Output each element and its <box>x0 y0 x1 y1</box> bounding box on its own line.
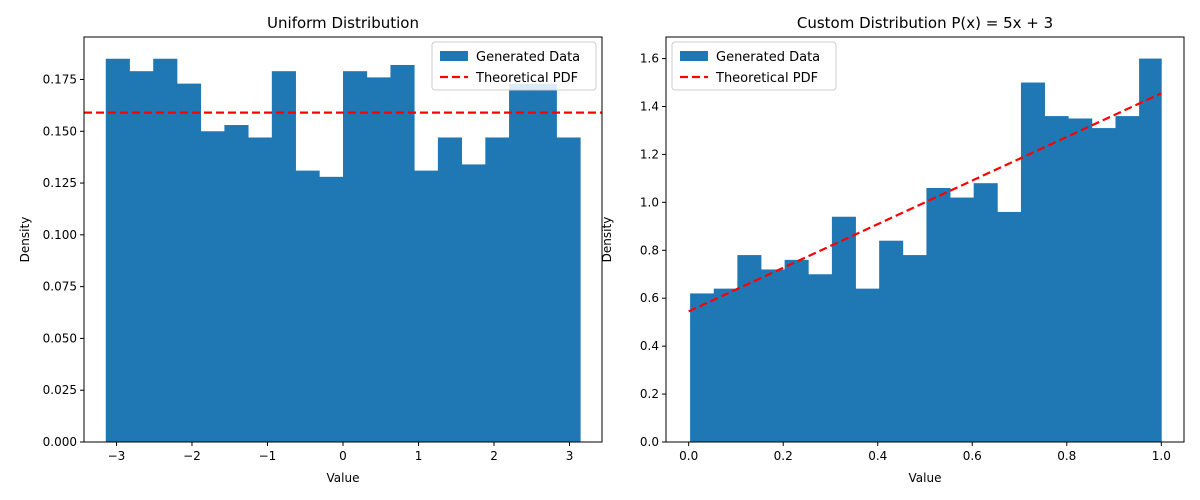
y-tick-label: 0.175 <box>43 72 77 86</box>
legend-label-generated: Generated Data <box>476 50 580 65</box>
histogram-bar <box>224 125 249 442</box>
x-axis-label: Value <box>327 471 360 485</box>
histogram-bar <box>690 293 715 442</box>
histogram-bar <box>879 240 904 442</box>
y-tick-label: 0.025 <box>43 383 77 397</box>
legend-label-theoretical: Theoretical PDF <box>475 71 578 86</box>
histogram-bar <box>437 137 463 442</box>
y-tick-label: 0.2 <box>640 387 659 401</box>
x-tick-label: −3 <box>108 449 126 463</box>
histogram-bar <box>509 83 534 442</box>
histogram-bar <box>784 259 809 442</box>
histogram-bar <box>129 71 154 443</box>
histogram-bar <box>1115 116 1140 443</box>
histogram-bar <box>1091 128 1116 442</box>
legend-box <box>671 41 837 91</box>
histogram-bar <box>485 137 510 442</box>
legend-label-generated: Generated Data <box>716 50 820 65</box>
histogram-bar <box>556 137 581 442</box>
y-tick-label: 0.8 <box>640 243 659 257</box>
x-tick-label: 2 <box>490 449 498 463</box>
x-tick-label: 0.8 <box>1057 449 1076 463</box>
x-tick-label: 0.6 <box>963 449 982 463</box>
histogram-bar <box>461 164 486 442</box>
x-tick-label: 1.0 <box>1152 449 1171 463</box>
x-tick-label: 3 <box>566 449 574 463</box>
legend: Generated Data Theoretical PDF <box>671 41 837 91</box>
histogram-bar <box>248 137 273 442</box>
legend: Generated Data Theoretical PDF <box>431 41 597 91</box>
histogram-bar <box>737 255 762 442</box>
histogram-bar <box>950 197 975 442</box>
y-axis-label: Density <box>600 217 614 263</box>
chart-1: −3 −2 −1 0 1 2 3 0.000 0.025 0.050 0.075 0.100 0.125… <box>18 14 603 485</box>
histogram-bar <box>997 211 1022 442</box>
histogram-bar <box>713 288 738 442</box>
histogram-bar <box>1068 118 1093 443</box>
y-tick-label: 0.050 <box>43 331 77 345</box>
y-tick-label: 1.6 <box>640 52 659 66</box>
chart-2: 0.0 0.2 0.4 0.6 0.8 1.0 0.0 0.2 0.4 0.6 0.8 1.0 1.2 1… <box>600 14 1185 485</box>
histogram-bar <box>902 255 927 442</box>
histogram-bar <box>808 274 833 442</box>
chart-title: Custom Distribution P(x) = 5x + 3 <box>797 14 1053 32</box>
x-axis-label: Value <box>909 471 942 485</box>
legend-swatch-generated <box>680 51 708 61</box>
histogram-bar <box>1139 58 1162 442</box>
histogram-bar <box>295 170 320 442</box>
histogram-bar <box>105 58 130 442</box>
histogram-bar <box>414 170 439 442</box>
y-tick-label: 0.100 <box>43 228 77 242</box>
x-tick-label: 0.0 <box>679 449 698 463</box>
histogram-bar <box>926 187 951 442</box>
y-tick-label: 0.125 <box>43 176 77 190</box>
y-tick-label: 0.150 <box>43 124 77 138</box>
y-tick-label: 0.075 <box>43 280 77 294</box>
x-tick-label: −2 <box>183 449 201 463</box>
y-axis-label: Density <box>18 217 32 263</box>
y-tick-label: 0.6 <box>640 291 659 305</box>
histogram-bar <box>200 131 225 443</box>
histogram-bar <box>532 83 557 442</box>
histogram-bar <box>176 83 202 442</box>
x-tick-label: 1 <box>415 449 423 463</box>
histogram-bar <box>760 269 786 442</box>
y-tick-label: 1.4 <box>640 99 659 113</box>
y-tick-label: 0.4 <box>640 339 659 353</box>
histogram-bar <box>153 58 178 442</box>
histogram-bar <box>390 64 415 443</box>
histogram-bar <box>319 176 344 443</box>
y-tick-label: 0.0 <box>640 435 659 449</box>
histogram-bar <box>855 288 880 442</box>
chart-title: Uniform Distribution <box>267 14 419 32</box>
legend-label-theoretical: Theoretical PDF <box>715 71 818 86</box>
x-tick-label: 0.2 <box>774 449 793 463</box>
x-tick-label: −1 <box>259 449 277 463</box>
x-tick-label: 0.4 <box>868 449 887 463</box>
legend-swatch-generated <box>440 51 468 61</box>
histogram-bar <box>1020 82 1045 443</box>
axes-frame <box>665 36 1185 443</box>
theoretical-pdf-line <box>688 92 1162 313</box>
y-tick-label: 1.0 <box>640 195 659 209</box>
histogram-bar <box>831 216 856 442</box>
histogram-bar <box>271 71 296 443</box>
y-tick-label: 1.2 <box>640 147 659 161</box>
histogram-bar <box>343 71 368 443</box>
histogram-bar <box>366 77 391 442</box>
histogram-bar <box>973 183 998 443</box>
x-tick-label: 0 <box>339 449 347 463</box>
histogram-bar <box>1044 116 1069 443</box>
legend-box <box>431 41 597 91</box>
y-tick-label: 0.000 <box>43 435 77 449</box>
